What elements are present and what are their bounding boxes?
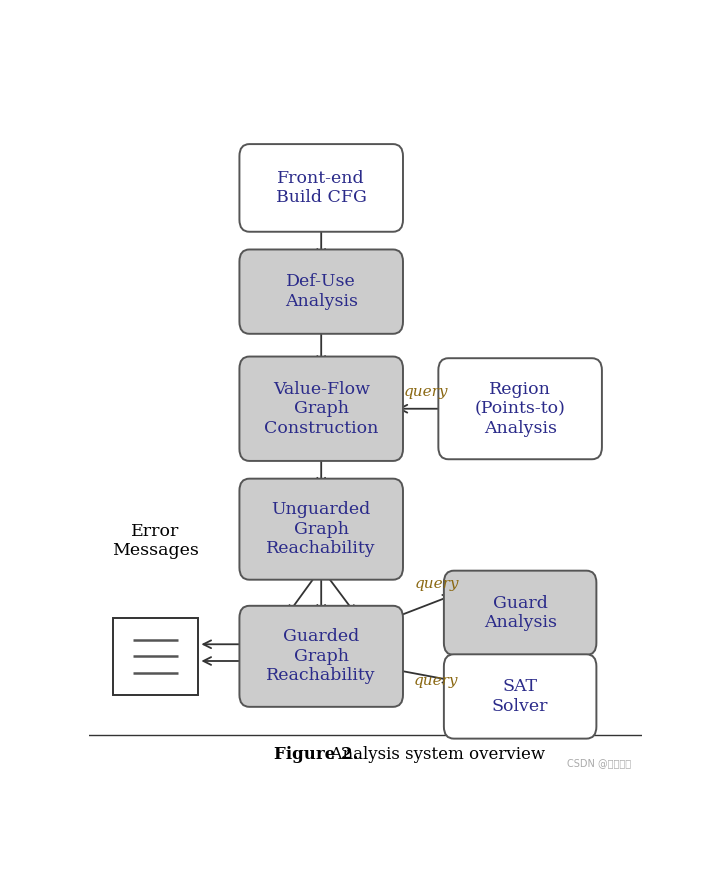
FancyBboxPatch shape bbox=[240, 606, 403, 706]
Text: query: query bbox=[414, 673, 458, 687]
Text: Def-Use
Analysis: Def-Use Analysis bbox=[284, 274, 358, 310]
Text: Value-Flow
Graph
Construction: Value-Flow Graph Construction bbox=[264, 381, 379, 437]
Text: Unguarded
Graph
Reachability: Unguarded Graph Reachability bbox=[267, 501, 376, 557]
Text: Guard
Analysis: Guard Analysis bbox=[483, 594, 557, 631]
FancyBboxPatch shape bbox=[240, 479, 403, 580]
FancyBboxPatch shape bbox=[240, 249, 403, 334]
Text: Analysis system overview: Analysis system overview bbox=[320, 746, 545, 763]
Text: SAT
Solver: SAT Solver bbox=[492, 678, 548, 715]
Text: Front-end
Build CFG: Front-end Build CFG bbox=[276, 169, 366, 206]
Text: CSDN @懵哥很懵: CSDN @懵哥很懵 bbox=[567, 758, 630, 768]
Text: query: query bbox=[415, 577, 459, 592]
FancyBboxPatch shape bbox=[113, 618, 198, 695]
Text: Error
Messages: Error Messages bbox=[112, 522, 199, 560]
Text: Region
(Points-to)
Analysis: Region (Points-to) Analysis bbox=[475, 381, 565, 437]
FancyBboxPatch shape bbox=[438, 358, 602, 459]
FancyBboxPatch shape bbox=[444, 654, 596, 739]
Text: Figure 2.: Figure 2. bbox=[275, 746, 359, 763]
Text: Guarded
Graph
Reachability: Guarded Graph Reachability bbox=[267, 628, 376, 685]
FancyBboxPatch shape bbox=[240, 144, 403, 232]
FancyBboxPatch shape bbox=[444, 571, 596, 655]
Text: query: query bbox=[404, 385, 448, 399]
FancyBboxPatch shape bbox=[240, 356, 403, 461]
